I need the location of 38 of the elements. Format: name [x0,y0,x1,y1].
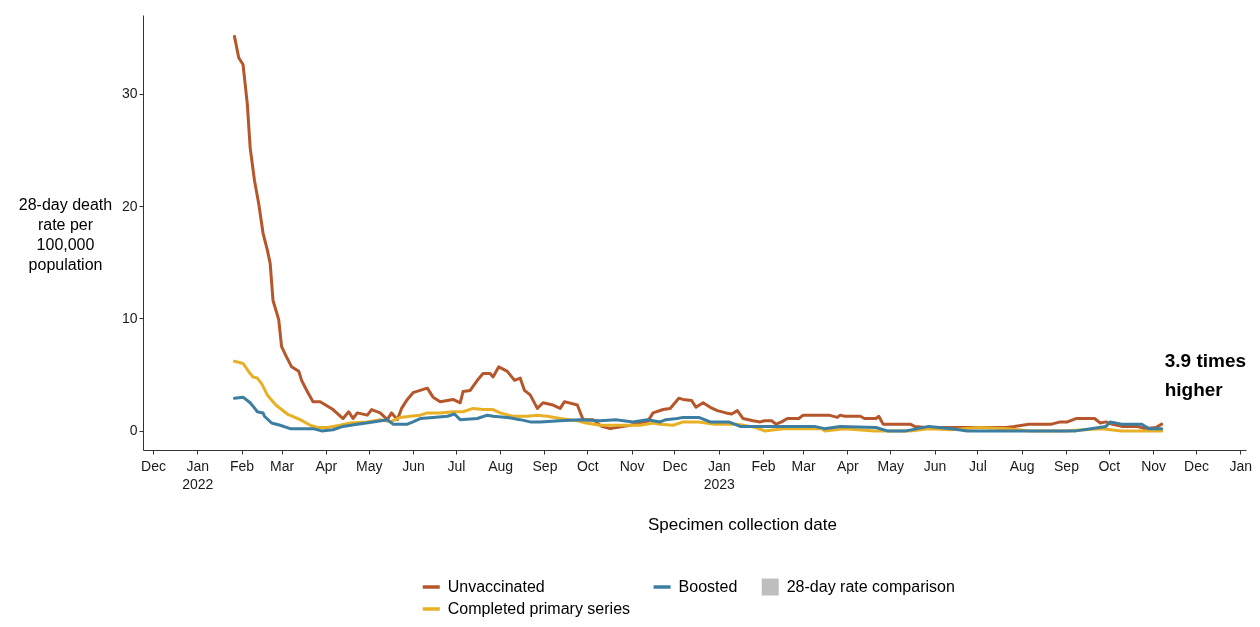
x-tick-label: Oct [576,457,599,474]
x-tick-label: Feb [230,457,255,474]
y-tick-label: 0 [129,422,138,439]
x-tick-label: Sep [532,457,558,474]
x-tick-label: Jul [968,457,987,474]
x-tick-label: Jan [1229,457,1253,474]
legend-label: 28-day rate comparison [786,578,955,595]
x-tick-label: Feb [751,457,776,474]
x-tick-label: Aug [1009,457,1035,474]
y-tick-label: 10 [121,309,138,326]
x-tick-label: May [877,457,904,474]
legend-label: Unvaccinated [447,578,545,595]
x-tick-label: Jul [447,457,466,474]
x-axis-title: Specimen collection date [647,514,837,534]
x-tick-label: Jun [923,457,947,474]
x-tick-label: May [356,457,383,474]
x-tick-label: Jan 2022 [182,457,214,492]
legend-label: Completed primary series [447,600,631,617]
x-tick-label: Dec [662,457,688,474]
x-tick-label: Jun [402,457,425,474]
annotation: 3.9 times higher [1164,350,1247,401]
x-tick-label: Dec [1184,457,1209,474]
line-series [232,395,1164,433]
x-tick-label: Dec [141,457,166,474]
x-tick-label: Oct [1098,457,1121,474]
y-tick-label: 20 [121,197,138,214]
legend-label: Boosted [678,578,738,595]
x-tick-label: Sep [1054,457,1080,474]
x-tick-label: Mar [270,457,295,474]
y-axis-title: 28-day death rate per 100,000 population [18,195,113,273]
x-tick-label: Mar [791,457,816,474]
x-tick-label: Nov [1141,457,1167,474]
x-tick-label: Aug [488,457,514,474]
x-tick-label: Nov [619,457,645,474]
x-tick-label: Jan 2023 [703,457,736,492]
x-tick-label: Apr [315,457,338,474]
x-tick-label: Apr [836,457,860,474]
y-tick-label: 30 [121,85,138,102]
